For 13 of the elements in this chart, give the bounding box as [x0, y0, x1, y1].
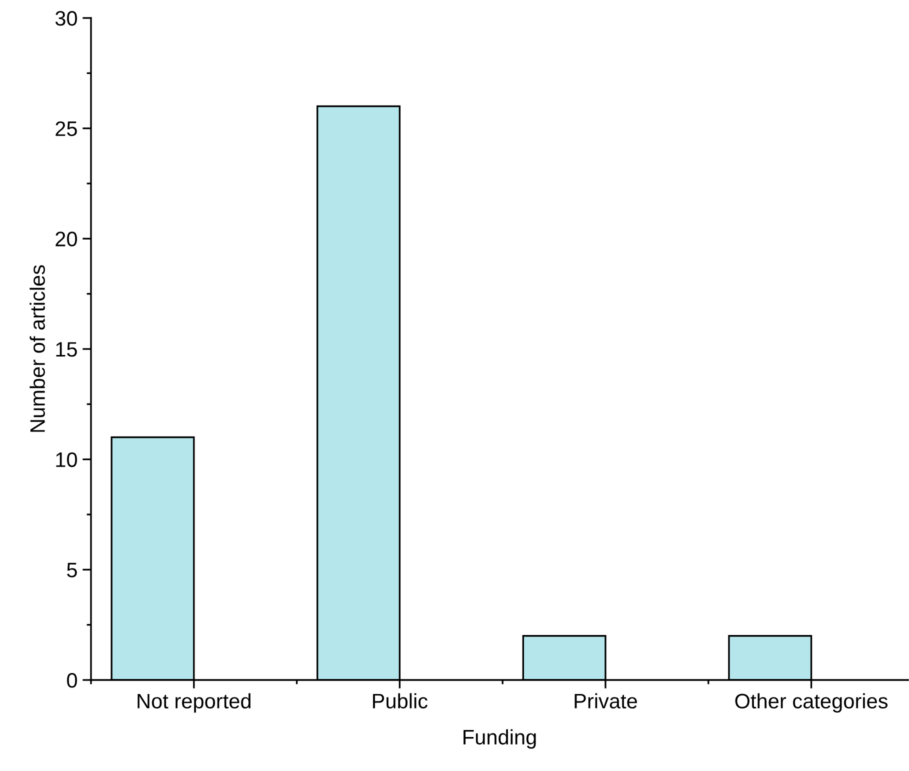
- y-tick-label: 25: [56, 121, 77, 136]
- y-tick-label: 10: [56, 452, 77, 468]
- y-tick-label: 30: [55, 11, 77, 26]
- x-tick-label: Private: [574, 693, 637, 708]
- x-axis-title: Funding: [464, 729, 536, 749]
- y-tick-label: 20: [56, 232, 77, 246]
- x-tick-label: Public: [373, 693, 428, 708]
- y-tick-label: 5: [67, 562, 77, 578]
- x-tick-label: Other categories: [735, 693, 888, 713]
- y-axis-title: Number of articles: [30, 265, 45, 432]
- x-tick-label: Not reported: [138, 693, 250, 713]
- y-tick-label: 0: [67, 673, 77, 688]
- y-tick-label: 15: [56, 342, 77, 357]
